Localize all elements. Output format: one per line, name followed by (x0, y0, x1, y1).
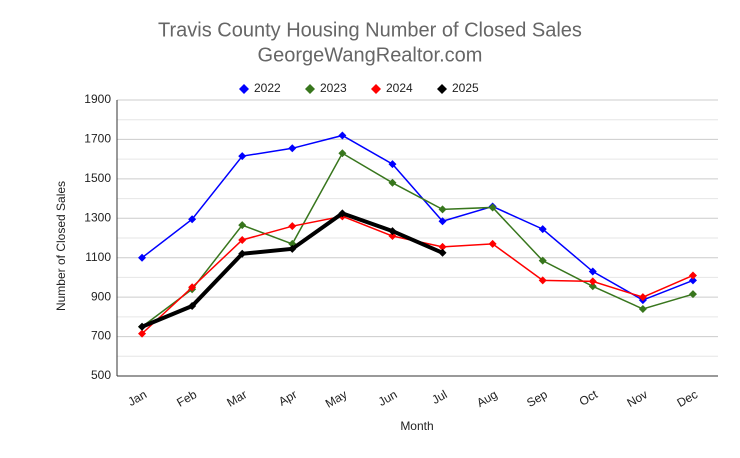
chart-subtitle: GeorgeWangRealtor.com (258, 44, 483, 66)
series-line (141, 152, 694, 328)
legend-marker (239, 84, 249, 94)
point (138, 253, 147, 262)
point (238, 235, 247, 244)
point (388, 227, 397, 236)
x-tick-label: Nov (624, 387, 649, 410)
point (138, 329, 147, 338)
point (588, 277, 597, 286)
legend-label: 2025 (452, 81, 479, 95)
y-tick-label: 1700 (84, 132, 111, 146)
legend-marker (371, 84, 381, 94)
legend-label: 2022 (254, 81, 281, 95)
point (438, 242, 447, 251)
point (388, 178, 397, 187)
y-tick-label: 500 (91, 368, 111, 382)
x-tick-label: Aug (474, 387, 499, 410)
point (338, 131, 347, 140)
x-tick-label: Jun (376, 387, 400, 409)
x-tick-label: Jul (429, 387, 449, 407)
y-tick-label: 700 (91, 329, 111, 343)
point (688, 290, 697, 299)
series-line (141, 215, 694, 335)
point (138, 322, 147, 331)
point (638, 293, 647, 302)
point (238, 152, 247, 161)
point (438, 248, 447, 257)
x-axis-label: Month (400, 419, 433, 433)
point (388, 160, 397, 169)
x-tick-label: Dec (675, 387, 700, 410)
chart-title: Travis County Housing Number of Closed S… (158, 19, 582, 41)
point (538, 256, 547, 265)
x-tick-label: Sep (524, 387, 550, 410)
series-line (141, 134, 694, 301)
point (238, 249, 247, 258)
point (288, 144, 297, 153)
point (538, 225, 547, 234)
point (538, 276, 547, 285)
point (238, 221, 247, 230)
legend-label: 2024 (386, 81, 413, 95)
y-tick-label: 1900 (84, 92, 111, 106)
point (438, 217, 447, 226)
point (188, 302, 197, 311)
point (438, 205, 447, 214)
y-tick-label: 1100 (85, 250, 111, 264)
legend-label: 2023 (320, 81, 347, 95)
point (288, 222, 297, 231)
point (488, 239, 497, 248)
series-line (141, 211, 444, 329)
point (588, 282, 597, 291)
point (688, 271, 697, 280)
y-axis-label: Number of Closed Sales (54, 181, 68, 311)
y-tick-label: 1300 (84, 210, 111, 224)
x-tick-label: Apr (276, 387, 299, 408)
point (688, 276, 697, 285)
x-tick-label: Oct (577, 387, 601, 409)
y-tick-label: 1500 (84, 171, 111, 185)
x-tick-label: Mar (224, 387, 249, 409)
point (338, 149, 347, 158)
x-tick-label: Feb (174, 387, 199, 410)
point (288, 244, 297, 253)
x-tick-label: Jan (125, 387, 149, 409)
legend-marker (305, 84, 315, 94)
point (638, 304, 647, 313)
point (488, 203, 497, 212)
y-tick-label: 900 (91, 289, 111, 303)
point (588, 267, 597, 276)
legend-marker (437, 84, 447, 94)
x-tick-label: May (323, 387, 350, 410)
point (188, 283, 197, 292)
point (188, 215, 197, 224)
point (338, 209, 347, 218)
